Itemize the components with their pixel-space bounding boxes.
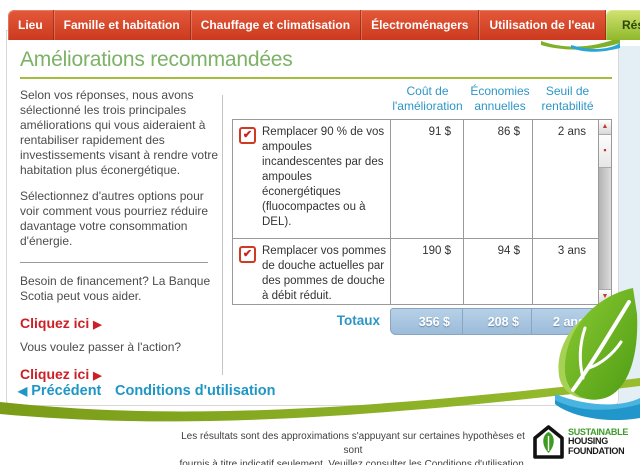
table-rows: ✔ Remplacer 90 % de vos ampoules incande…	[233, 120, 598, 304]
tab-wave-graphic	[541, 37, 620, 52]
sidebar-divider	[20, 262, 208, 263]
table-header-spacer	[232, 114, 390, 117]
row-description: Remplacer 90 % de vos ampoules incandesc…	[262, 126, 385, 228]
previous-button[interactable]: ◀ Précédent	[18, 383, 101, 399]
house-leaf-icon	[533, 425, 564, 459]
sidebar: Selon vos réponses, nous avons sélection…	[20, 88, 219, 391]
tab-famille-habitation[interactable]: Famille et habitation	[53, 10, 191, 40]
logo-line2: HOUSING	[568, 436, 608, 447]
scroll-thumb[interactable]: ▪	[599, 135, 611, 168]
tab-electromenagers[interactable]: Électroménagers	[361, 10, 480, 40]
sidebar-options-text: Sélectionnez d'autres options pour voir …	[20, 189, 209, 248]
column-divider	[222, 95, 223, 375]
check-icon: ✔	[242, 129, 253, 141]
tab-chauffage-climatisation[interactable]: Chauffage et climatisation	[190, 10, 362, 40]
financing-link[interactable]: Cliquez ici ▶	[20, 315, 219, 331]
forward-arrow-icon: ▶	[93, 319, 102, 331]
table-scrollbar[interactable]: ▲ ▪ ▼	[598, 120, 611, 304]
tab-bar: Lieu Famille et habitation Chauffage et …	[8, 10, 640, 40]
scroll-up-button[interactable]: ▲	[599, 120, 611, 135]
cost-cell: 91 $	[391, 120, 464, 238]
row-description-cell: ✔ Remplacer vos pommes de douche actuell…	[233, 239, 391, 304]
check-icon: ✔	[242, 248, 253, 260]
logo-line1: SUSTAINABLE	[568, 426, 629, 437]
financing-link-label: Cliquez ici	[20, 315, 90, 331]
totals-cost: 356 $	[390, 308, 463, 335]
terms-link[interactable]: Conditions d'utilisation	[115, 383, 276, 399]
row-checkbox[interactable]: ✔	[239, 246, 256, 263]
savings-cell: 86 $	[464, 120, 533, 238]
shf-logo: SUSTAINABLE HOUSING FOUNDATION	[533, 424, 628, 460]
tab-resultats[interactable]: Résultats	[606, 10, 640, 40]
table-row[interactable]: ✔ Remplacer 90 % de vos ampoules incande…	[233, 120, 598, 239]
action-link-label: Cliquez ici	[20, 366, 90, 382]
disclaimer-line2: fournis à titre indicatif seulement. Veu…	[179, 459, 425, 465]
tab-label: Utilisation de l'eau	[489, 18, 595, 32]
payback-cell: 3 ans	[557, 245, 586, 257]
table-row[interactable]: ✔ Remplacer vos pommes de douche actuell…	[233, 239, 598, 304]
cost-cell: 190 $	[391, 239, 464, 304]
financing-text: Besoin de financement? La Banque Scotia …	[20, 274, 211, 303]
back-arrow-icon: ◀	[18, 384, 28, 398]
tab-label: Chauffage et climatisation	[200, 18, 351, 32]
payback-cell: 2 ans	[557, 126, 586, 138]
disclaimer-terms-link[interactable]: Conditions d'utilisation	[424, 459, 524, 465]
table-header-payback: Seuil de rentabilité	[541, 84, 594, 113]
page-title: Améliorations recommandées	[20, 48, 293, 71]
logo-text: SUSTAINABLE HOUSING FOUNDATION	[568, 426, 629, 457]
tab-label: Famille et habitation	[63, 18, 180, 32]
sidebar-intro-text: Selon vos réponses, nous avons sélection…	[20, 88, 219, 177]
row-description: Remplacer vos pommes de douche actuelles…	[262, 245, 386, 302]
tab-label: Résultats	[622, 18, 640, 32]
tab-label: Électroménagers	[371, 18, 469, 32]
table-header-savings: Économies annuelles	[470, 84, 530, 113]
disclaimer-text: Les résultats sont des approximations s'…	[172, 430, 534, 465]
disclaimer-period: .	[523, 459, 527, 465]
table-header-cost: Coût de l'amélioration	[392, 84, 463, 113]
action-link[interactable]: Cliquez ici ▶	[20, 366, 219, 382]
logo-line3: FOUNDATION	[568, 445, 625, 456]
bottom-swoosh-graphic	[0, 378, 640, 422]
results-table: ✔ Remplacer 90 % de vos ampoules incande…	[232, 119, 612, 305]
totals-label: Totaux	[336, 313, 380, 328]
forward-arrow-icon: ▶	[93, 370, 102, 382]
tab-utilisation-eau[interactable]: Utilisation de l'eau	[479, 10, 606, 40]
previous-label: Précédent	[31, 383, 102, 399]
table-header-row: Coût de l'amélioration Économies annuell…	[232, 84, 610, 117]
savings-cell: 94 $	[464, 239, 533, 304]
row-checkbox[interactable]: ✔	[239, 127, 256, 144]
disclaimer-line1: Les résultats sont des approximations s'…	[181, 431, 525, 456]
totals-savings: 208 $	[463, 308, 532, 335]
tab-label: Lieu	[18, 18, 43, 32]
row-description-cell: ✔ Remplacer 90 % de vos ampoules incande…	[233, 120, 391, 238]
action-text: Vous voulez passer à l'action?	[20, 340, 182, 354]
leaf-graphic	[555, 288, 640, 421]
title-underline	[20, 77, 612, 79]
tab-lieu[interactable]: Lieu	[8, 10, 54, 40]
totals-row: Totaux 356 $ 208 $ 2 ans	[232, 308, 598, 335]
